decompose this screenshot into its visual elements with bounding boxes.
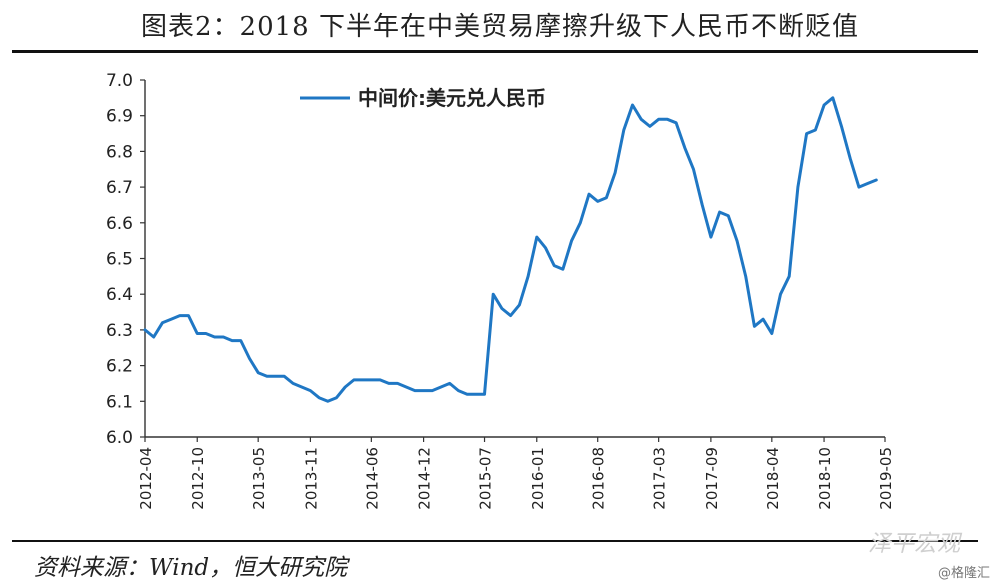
y-tick-label: 6.8: [106, 142, 133, 162]
x-tick-label: 2018-04: [764, 447, 782, 510]
y-tick-label: 6.1: [106, 392, 133, 412]
chart-title: 图表2：2018 下半年在中美贸易摩擦升级下人民币不断贬值: [141, 12, 859, 42]
series-line: [143, 96, 878, 403]
x-tick-label: 2017-03: [651, 447, 669, 510]
y-tick-label: 6.0: [106, 428, 133, 448]
x-tick-label: 2018-10: [816, 447, 834, 510]
bottom-rule: [12, 540, 978, 542]
y-tick-label: 6.5: [106, 250, 133, 270]
x-tick-label: 2017-09: [703, 447, 721, 510]
y-tick-label: 6.9: [106, 107, 133, 127]
x-tick-label: 2012-10: [189, 447, 207, 510]
x-tick-label: 2013-05: [250, 447, 268, 510]
top-rule: [12, 50, 978, 53]
x-tick-label: 2012-04: [137, 447, 155, 510]
x-tick-label: 2016-01: [529, 447, 547, 510]
source-note: 资料来源：Wind，恒大研究院: [34, 555, 348, 581]
x-tick-label: 2019-05: [877, 447, 895, 510]
y-tick-label: 6.2: [106, 357, 133, 377]
y-tick-label: 6.7: [106, 178, 133, 198]
x-tick-label: 2013-11: [302, 447, 320, 510]
brand-watermark: 泽平宏观: [868, 531, 960, 557]
y-tick-label: 6.4: [106, 285, 133, 305]
y-tick-label: 6.3: [106, 321, 133, 341]
x-tick-label: 2014-06: [363, 447, 381, 510]
x-tick-label: 2016-08: [590, 447, 608, 510]
legend-label: 中间价:美元兑人民币: [358, 86, 546, 110]
x-tick-label: 2014-12: [416, 447, 434, 510]
credit-watermark: @格隆汇: [937, 566, 990, 581]
x-tick-label: 2015-07: [477, 447, 495, 510]
y-tick-label: 6.6: [106, 214, 133, 234]
y-tick-label: 7.0: [106, 71, 133, 91]
